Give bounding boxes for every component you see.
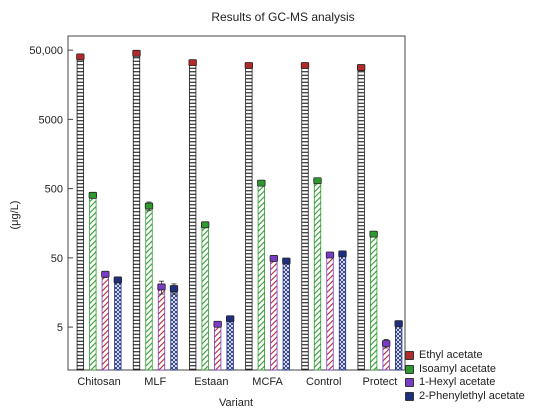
bar-ethyl-acetate (245, 65, 253, 371)
bar-isoamyl-acetate (201, 224, 209, 371)
mean-marker (369, 230, 378, 238)
plot-frame (67, 35, 406, 371)
mean-marker (300, 62, 310, 69)
y-tick-label: 500 (45, 184, 63, 196)
legend-swatch (405, 391, 414, 401)
bar-2-phenylethyl-acetate (395, 323, 403, 371)
x-tick-label: Chitosan (77, 376, 120, 388)
bar-ethyl-acetate (132, 52, 141, 371)
bar-ethyl-acetate (301, 65, 309, 371)
bar-1-hexyl-acetate (270, 258, 278, 371)
bar-ethyl-acetate (357, 67, 365, 371)
y-tick-label: 5 (57, 322, 63, 334)
bar-2-phenylethyl-acetate (170, 288, 178, 371)
mean-marker (325, 251, 335, 259)
mean-marker (226, 315, 235, 323)
mean-marker (394, 320, 403, 328)
mean-marker (382, 340, 391, 347)
mean-marker (88, 191, 97, 199)
bar-2-phenylethyl-acetate (282, 260, 290, 371)
bars (76, 49, 403, 371)
bar-ethyl-acetate (76, 56, 84, 371)
bar-1-hexyl-acetate (214, 323, 222, 371)
mean-marker (132, 49, 141, 57)
mean-marker (338, 250, 347, 258)
mean-marker (101, 270, 110, 278)
mean-marker (244, 62, 253, 69)
legend: Ethyl acetate Isoamyl acetate 1-Hexyl acet… (405, 349, 550, 403)
legend-label: 2-Phenylethyl acetate (419, 389, 525, 402)
bar-2-phenylethyl-acetate (338, 253, 347, 371)
mean-marker (213, 320, 222, 328)
legend-swatch (405, 351, 414, 361)
legend-label: Isoamyl acetate (419, 362, 497, 375)
mean-marker (313, 177, 322, 185)
bar-isoamyl-acetate (370, 233, 378, 371)
mean-marker (169, 285, 179, 292)
legend-item: Ethyl acetate (405, 349, 550, 363)
mean-marker (357, 64, 366, 71)
x-tick-label: Protect (362, 376, 397, 388)
bar-ethyl-acetate (189, 62, 197, 371)
x-tick-label: Control (306, 376, 341, 388)
mean-marker (113, 276, 122, 284)
legend-item: 2-Phenylethyl acetate (405, 390, 550, 404)
legend-label: Ethyl acetate (419, 349, 483, 362)
legend-swatch (405, 378, 414, 388)
legend-item: 1-Hexyl acetate (405, 376, 550, 390)
bar-isoamyl-acetate (257, 182, 265, 371)
y-tick-label: 5000 (39, 114, 63, 126)
bar-2-phenylethyl-acetate (114, 279, 122, 371)
bar-isoamyl-acetate (145, 205, 153, 371)
bar-isoamyl-acetate (313, 180, 322, 371)
mean-marker (144, 202, 154, 210)
x-tick-label: Estaan (194, 376, 228, 388)
legend-label: 1-Hexyl acetate (419, 376, 496, 389)
mean-marker (201, 221, 210, 229)
mean-marker (157, 283, 166, 291)
bar-1-hexyl-acetate (157, 286, 166, 371)
x-tick-label: MCFA (252, 376, 283, 388)
y-axis-label: (μg/L) (9, 201, 21, 230)
legend-swatch (405, 364, 414, 374)
y-tick-label: 50 (51, 253, 63, 265)
mean-marker (269, 255, 278, 262)
bar-1-hexyl-acetate (326, 254, 334, 371)
mean-marker (257, 179, 266, 187)
bar-1-hexyl-acetate (101, 273, 109, 371)
bar-isoamyl-acetate (89, 194, 97, 371)
legend-item: Isoamyl acetate (405, 363, 550, 377)
bar-2-phenylethyl-acetate (226, 318, 234, 371)
x-axis: Chitosan MLF Estaan MCFA Control Protect (77, 376, 397, 388)
mean-marker (188, 59, 197, 67)
x-tick-label: MLF (144, 376, 166, 388)
mean-marker (76, 53, 85, 61)
y-axis: 5 50 500 5000 50,000 (29, 45, 73, 334)
chart-title: Results of GC-MS analysis (211, 10, 354, 24)
y-tick-label: 50,000 (29, 45, 63, 57)
x-axis-label: Variant (219, 397, 253, 409)
mean-marker (282, 257, 291, 265)
